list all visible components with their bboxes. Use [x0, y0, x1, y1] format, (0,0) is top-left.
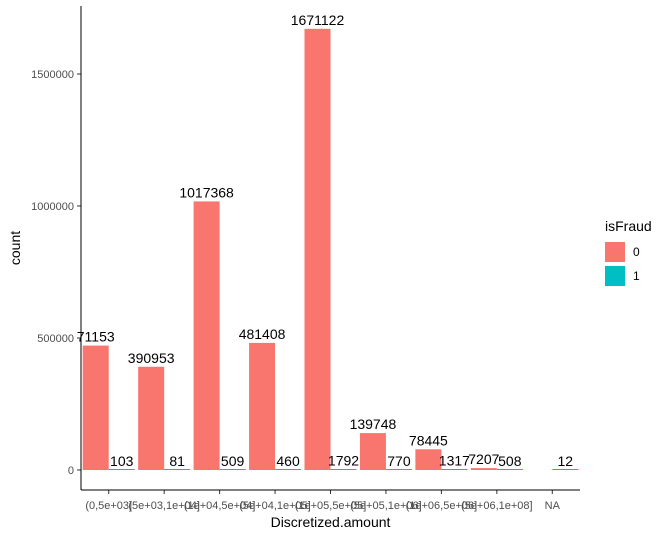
bar-1-7 [496, 469, 523, 470]
legend-label-1: 1 [633, 269, 640, 283]
bar-1-5 [385, 469, 412, 470]
data-label-1-8: 12 [557, 453, 573, 469]
data-label-0-6: 78445 [409, 432, 448, 448]
bar-1-6 [441, 469, 468, 470]
data-label-0-5: 139748 [350, 416, 397, 432]
x-tick-label-3: (5e+04,1e+05] [239, 500, 311, 512]
x-tick-label-7: (5e+06,1e+08] [461, 500, 533, 512]
data-label-1-7: 508 [498, 453, 522, 469]
bar-0-7 [470, 468, 497, 470]
x-tick-label-0: (0,5e+03] [85, 500, 132, 512]
x-tick-label-4: (1e+05,5e+05] [295, 500, 367, 512]
data-label-1-6: 1317 [439, 453, 470, 469]
legend-key-0 [605, 242, 625, 262]
x-tick-label-6: (1e+06,5e+06] [406, 500, 478, 512]
y-tick-label-0: 0 [68, 465, 74, 477]
bar-1-3 [275, 469, 302, 470]
x-tick-label-1: (5e+03,1e+04] [128, 500, 200, 512]
data-label-1-3: 460 [276, 453, 300, 469]
bar-1-0 [108, 469, 135, 470]
bar-0-5 [359, 433, 386, 470]
y-tick-label-3: 1500000 [31, 69, 74, 81]
data-label-1-1: 81 [169, 453, 185, 469]
y-axis-title: count [7, 231, 23, 265]
data-label-1-2: 509 [221, 453, 245, 469]
data-label-1-0: 103 [110, 453, 134, 469]
bar-0-1 [138, 366, 165, 470]
data-label-1-4: 1792 [328, 453, 359, 469]
data-label-0-3: 481408 [239, 326, 286, 342]
bar-0-6 [415, 449, 442, 470]
y-tick-label-2: 1000000 [31, 201, 74, 213]
legend: isFraud 0 1 [605, 218, 652, 288]
legend-title: isFraud [605, 218, 652, 234]
data-label-0-0: 71153 [77, 329, 115, 345]
bar-0-2 [193, 201, 220, 470]
bar-1-1 [164, 469, 191, 470]
data-label-1-5: 770 [387, 453, 411, 469]
legend-item-1: 1 [605, 264, 652, 288]
data-label-0-2: 1017368 [179, 184, 234, 200]
bar-1-8 [552, 469, 579, 470]
data-label-0-4: 1671122 [291, 12, 345, 28]
legend-key-1 [605, 266, 625, 286]
data-label-0-7: 7207 [468, 451, 499, 467]
bar-1-4 [330, 469, 357, 470]
bar-1-2 [219, 469, 246, 470]
legend-label-0: 0 [633, 245, 640, 259]
bar-0-4 [304, 28, 331, 470]
y-tick-label-1: 500000 [37, 333, 74, 345]
x-tick-label-5: (5e+05,1e+06] [350, 500, 422, 512]
bar-0-0 [82, 345, 109, 470]
x-tick-label-2: (1e+04,5e+04] [184, 500, 256, 512]
data-label-0-1: 390953 [128, 350, 175, 366]
bar-0-3 [249, 342, 276, 470]
x-tick-label-8: NA [545, 500, 561, 512]
legend-item-0: 0 [605, 240, 652, 264]
x-axis-title: Discretized.amount [271, 514, 391, 530]
